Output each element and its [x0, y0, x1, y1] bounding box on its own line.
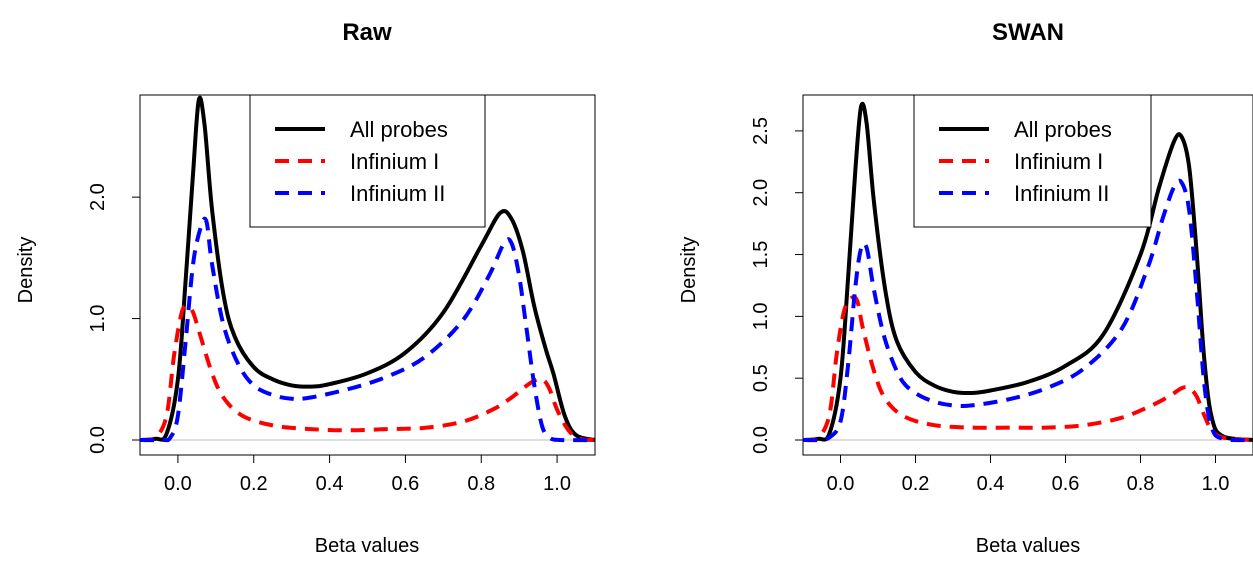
- chart-raw-x-tick-label: 0.2: [240, 473, 268, 495]
- chart-swan-y-tick-label: 0.5: [750, 364, 772, 392]
- chart-swan-x-axis-label: Beta values: [976, 535, 1081, 557]
- chart-raw: Raw 0.0 0.2 0.4 0.6 0.8 1.0 0.0 1.0 2.0 Beta value…: [15, 19, 596, 557]
- chart-swan: SWAN 0.0 0.2 0.4 0.6 0.8 1.0 0.0 0.5 1.0 1.5 2.0 2.5…: [678, 19, 1253, 557]
- chart-raw-series-all-probes: [140, 95, 595, 442]
- chart-raw-legend-label-infinium-i: Infinium I: [350, 149, 439, 174]
- chart-swan-series-infinium-i: [803, 295, 1253, 443]
- chart-raw-legend-label-all-probes: All probes: [350, 117, 448, 142]
- chart-swan-y-axis-label: Density: [678, 237, 700, 304]
- chart-raw-series-infinium-i: [140, 304, 595, 443]
- chart-raw-y-tick-label: 2.0: [87, 183, 109, 211]
- chart-swan-x-tick-label: 1.0: [1202, 473, 1230, 495]
- chart-swan-y-tick-label: 2.0: [750, 179, 772, 207]
- chart-swan-title: SWAN: [992, 19, 1064, 46]
- chart-swan-legend-box: [913, 94, 1152, 228]
- chart-raw-x-axis-label: Beta values: [315, 535, 420, 557]
- chart-swan-legend-label-all-probes: All probes: [1014, 117, 1112, 142]
- chart-swan-series-infinium-ii: [803, 178, 1253, 443]
- chart-swan-x-tick-label: 0.6: [1052, 473, 1080, 495]
- chart-swan-x-tick-label: 0.4: [977, 473, 1005, 495]
- chart-raw-y-tick-label: 1.0: [87, 305, 109, 333]
- chart-raw-x-tick-label: 0.8: [467, 473, 495, 495]
- chart-raw-x-tick-label: 0.6: [392, 473, 420, 495]
- chart-swan-y-tick-label: 0.0: [750, 426, 772, 454]
- chart-raw-legend-label-infinium-ii: Infinium II: [350, 181, 445, 206]
- chart-raw-x-tick-label: 0.4: [316, 473, 344, 495]
- chart-raw-series-infinium-ii: [140, 216, 595, 443]
- chart-swan-y-tick-label: 2.5: [750, 117, 772, 145]
- chart-swan-y-tick-label: 1.0: [750, 302, 772, 330]
- chart-raw-x-tick-label: 1.0: [543, 473, 571, 495]
- chart-swan-legend-label-infinium-i: Infinium I: [1014, 149, 1103, 174]
- chart-swan-legend-label-infinium-ii: Infinium II: [1014, 181, 1109, 206]
- chart-swan-y-tick-label: 1.5: [750, 241, 772, 269]
- chart-raw-legend-box: [249, 94, 486, 228]
- chart-raw-title: Raw: [342, 19, 392, 46]
- chart-swan-x-tick-label: 0.8: [1127, 473, 1155, 495]
- chart-raw-y-axis-label: Density: [15, 237, 37, 304]
- chart-raw-y-tick-label: 0.0: [87, 426, 109, 454]
- chart-swan-x-tick-label: 0.2: [902, 473, 930, 495]
- chart-swan-x-tick-label: 0.0: [827, 473, 855, 495]
- chart-raw-x-tick-label: 0.0: [164, 473, 192, 495]
- chart-swan-series-all-probes: [803, 101, 1253, 442]
